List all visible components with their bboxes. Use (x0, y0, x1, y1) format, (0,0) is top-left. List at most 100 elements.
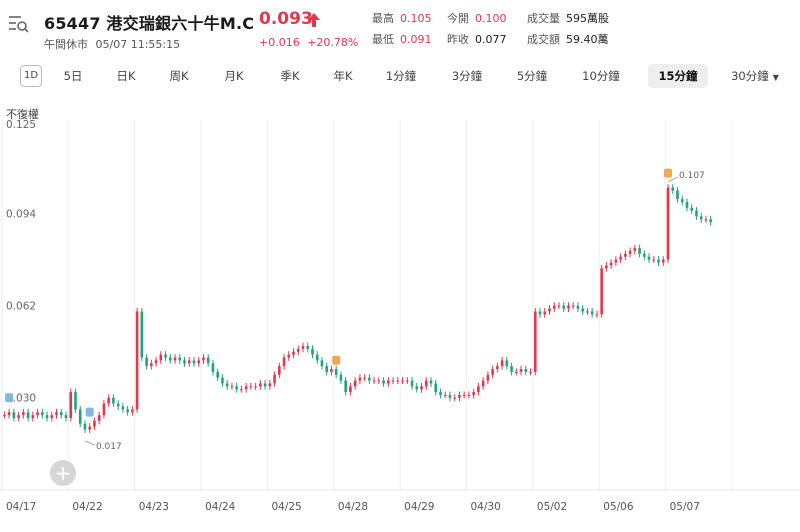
candle-body (358, 377, 362, 381)
menu-search-icon[interactable] (8, 14, 30, 34)
stat-label: 昨收 (447, 33, 469, 46)
candle-body (410, 380, 414, 387)
candle-body (282, 357, 286, 367)
y-tick-label: 0.094 (6, 208, 36, 220)
candle-body (529, 371, 532, 373)
stat-item: 成交額 59.40萬 (527, 31, 609, 47)
candle-body (680, 199, 684, 202)
candle-body (491, 369, 494, 375)
x-tick-label: 04/22 (72, 501, 102, 513)
candle-body (666, 187, 670, 260)
candle-body (225, 383, 229, 387)
candle-body (543, 311, 547, 315)
candle-body (315, 354, 319, 361)
candle-body (638, 248, 641, 254)
candle-body (396, 380, 400, 382)
price-change: +0.016 +20.78% (259, 36, 358, 49)
candle-body (571, 305, 575, 307)
candle-body (83, 423, 87, 430)
market-status: 午間休市 05/07 11:55:15 (44, 36, 180, 52)
candle-body (349, 386, 352, 393)
candle-body (296, 348, 300, 352)
candle-body (140, 311, 144, 358)
candle-body (249, 386, 253, 388)
zoom-in-button[interactable]: + (50, 460, 76, 486)
candle-body (624, 253, 627, 257)
tab-5[interactable]: 季K (274, 64, 306, 88)
candle-body (519, 369, 523, 372)
x-tick-label: 05/06 (603, 501, 634, 513)
candle-body (562, 305, 566, 309)
candle-body (102, 403, 106, 416)
candle-body (590, 311, 594, 315)
candle-body (472, 392, 475, 395)
candle-body (55, 412, 58, 416)
price-chart[interactable]: 0.125 0.094 0.062 0.030 04/17 04/22 04/23 04/24… (0, 120, 800, 532)
candle-body (259, 383, 262, 387)
stat-label: 今開 (447, 12, 469, 25)
candle-body (121, 406, 125, 410)
tab-4[interactable]: 月K (218, 64, 250, 88)
tab-10[interactable]: 10分鐘 (578, 64, 624, 88)
candle-body (377, 380, 381, 382)
tab-9[interactable]: 5分鐘 (512, 64, 552, 88)
tab-3[interactable]: 周K (163, 64, 195, 88)
candle-body (93, 420, 96, 427)
candle-body (187, 360, 191, 364)
tab-0[interactable]: 1D (20, 65, 42, 87)
candle-body (31, 415, 35, 418)
candle-body (311, 348, 314, 355)
candle-body (17, 415, 20, 418)
tab-label: 日K (116, 69, 136, 83)
candle-body (126, 409, 129, 413)
candle-body (443, 394, 447, 396)
candle-body (586, 311, 589, 313)
candle-body (557, 305, 561, 307)
x-tick-label: 04/23 (139, 501, 169, 513)
candle-body (661, 259, 665, 263)
low-leader (84, 440, 96, 446)
candle-body (150, 363, 153, 367)
tab-label: 30分鐘 (731, 69, 769, 83)
candle-body (192, 360, 196, 364)
status-text: 午間休市 (44, 38, 88, 51)
candle-body (69, 392, 73, 418)
tab-8[interactable]: 3分鐘 (447, 64, 487, 88)
candle-body (415, 386, 419, 390)
stat-item: 成交量 595萬股 (527, 10, 609, 26)
candle-body (515, 371, 518, 373)
candle-body (12, 412, 16, 418)
tab-label: 5日 (63, 69, 83, 83)
candle-body (462, 394, 466, 396)
trade-marker-icon (5, 393, 14, 403)
candle-body (353, 380, 357, 387)
high-leader (667, 176, 679, 183)
x-tick-label: 05/02 (537, 501, 567, 513)
tab-1[interactable]: 5日 (58, 64, 88, 88)
adjust-label[interactable]: 不復權 (6, 108, 39, 121)
tab-7[interactable]: 1分鐘 (381, 64, 421, 88)
tab-6[interactable]: 年K (327, 64, 359, 88)
candle-body (510, 366, 513, 372)
tab-12[interactable]: 30分鐘 ▼ (724, 64, 786, 88)
tab-2[interactable]: 日K (110, 64, 142, 88)
candle-body (230, 386, 234, 388)
candle-body (197, 360, 201, 364)
candle-body (467, 394, 471, 396)
candle-body (320, 360, 324, 367)
candle-body (576, 305, 580, 309)
stat-value: 0.100 (475, 12, 507, 25)
candle-body (154, 360, 158, 364)
chevron-down-icon: ▼ (772, 73, 779, 82)
candle-body (671, 187, 675, 191)
candle-body (633, 248, 637, 251)
candle-body (36, 412, 39, 416)
tab-11[interactable]: 15分鐘 (648, 64, 708, 88)
x-tick-label: 04/17 (6, 501, 36, 513)
candle-body (45, 415, 49, 418)
candle-body (387, 380, 390, 384)
candle-body (614, 259, 618, 263)
candle-body (50, 415, 54, 418)
candle-body (704, 219, 708, 221)
candle-body (439, 392, 442, 395)
